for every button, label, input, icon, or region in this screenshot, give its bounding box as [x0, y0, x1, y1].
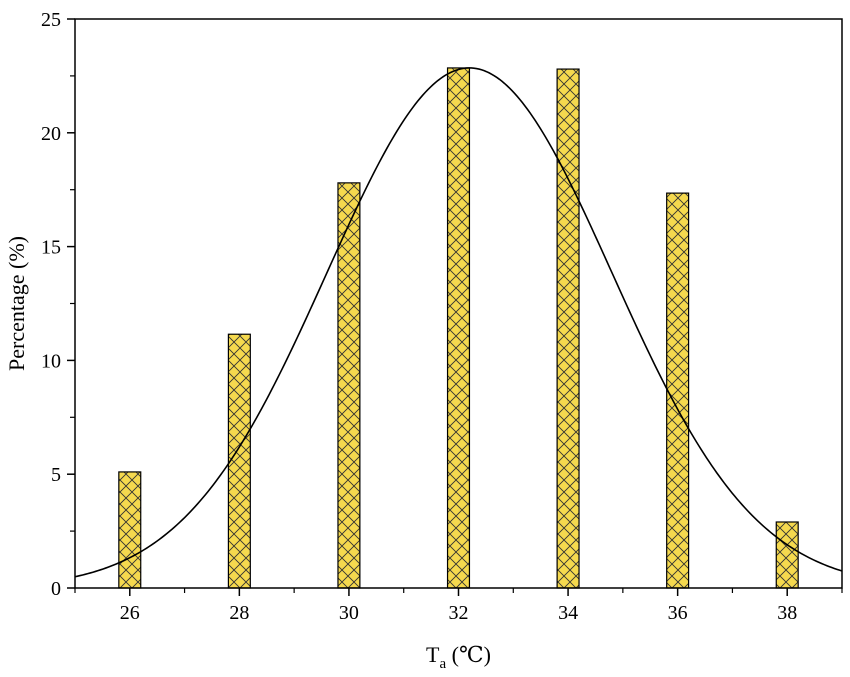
bar-26	[118, 471, 142, 589]
y-tick-label-25: 25	[41, 9, 61, 31]
y-tick-label-0: 0	[51, 578, 61, 600]
x-tick-label-30: 30	[339, 602, 359, 624]
bar-28	[227, 333, 251, 589]
bar-series	[118, 67, 799, 589]
bar-30	[337, 182, 361, 589]
bar-36	[666, 192, 690, 589]
x-axis-title: Ta (℃)	[426, 642, 491, 672]
x-axis-title-main: T	[426, 642, 440, 667]
x-tick-label-34: 34	[558, 602, 578, 624]
y-tick-label-10: 10	[41, 350, 61, 372]
bar-34	[556, 68, 580, 589]
x-tick-label-36: 36	[668, 602, 688, 624]
x-tick-label-26: 26	[120, 602, 140, 624]
x-tick-label-38: 38	[777, 602, 797, 624]
y-tick-label-20: 20	[41, 123, 61, 145]
x-tick-label-32: 32	[449, 602, 469, 624]
bar-38	[775, 521, 799, 589]
x-axis-title-subscript: a	[440, 656, 447, 672]
x-axis: 26 28 30 32 34 36 38	[74, 588, 843, 624]
x-tick-label-28: 28	[229, 602, 249, 624]
x-axis-title-unit: (℃)	[446, 642, 491, 667]
y-tick-label-15: 15	[41, 237, 61, 259]
y-axis-title: Percentage (%)	[4, 236, 29, 371]
fit-curve	[74, 67, 843, 578]
bar-32	[446, 67, 471, 589]
y-tick-label-5: 5	[51, 464, 61, 486]
y-axis: 0 5 10 15 20 25	[41, 9, 75, 600]
